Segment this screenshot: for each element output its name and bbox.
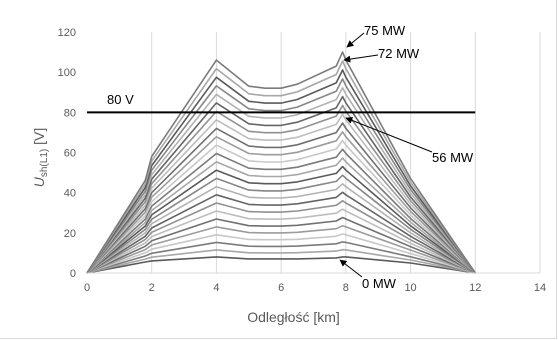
x-tick-label: 4 [213, 282, 219, 294]
annotation-arrow [339, 259, 363, 278]
series-line-21 [86, 78, 476, 274]
x-tick-label: 12 [469, 282, 481, 294]
y-axis-title-main: U [31, 176, 47, 187]
annotation-label: 75 MW [364, 23, 406, 38]
series-line-2 [86, 241, 476, 274]
series-line-22 [86, 69, 476, 274]
series-line-23 [86, 60, 476, 274]
y-axis-title-sub: sh(L1) [39, 149, 50, 177]
y-axis-title-unit: [V] [31, 128, 47, 149]
x-tick-label: 2 [149, 282, 155, 294]
series-line-3 [86, 233, 476, 274]
y-tick-label: 20 [64, 228, 76, 240]
series-line-14 [86, 139, 476, 274]
y-tick-label: 80 [64, 107, 76, 119]
annotation-label: 72 MW [378, 46, 420, 61]
annotation-label: 0 MW [362, 276, 397, 291]
series-line-16 [86, 122, 476, 274]
x-tick-label: 8 [343, 282, 349, 294]
x-tick-labels: 0 2 4 6 8 10 12 14 [84, 282, 546, 294]
threshold-label: 80 V [107, 92, 134, 107]
series-lines [86, 51, 476, 274]
series-line-6 [86, 208, 476, 274]
x-tick-label: 6 [278, 282, 284, 294]
series-line-10 [86, 174, 476, 274]
y-axis-title: Ush(L1) [V] [31, 128, 50, 188]
y-tick-label: 0 [70, 268, 76, 280]
series-line-7 [86, 200, 476, 274]
series-line-13 [86, 148, 476, 274]
series-line-11 [86, 165, 476, 274]
y-tick-label: 60 [64, 148, 76, 160]
series-line-8 [86, 191, 476, 274]
annotations: 75 MW 72 MW 56 MW 0 MW [339, 23, 474, 291]
x-tick-label: 10 [404, 282, 416, 294]
series-line-15 [86, 131, 476, 274]
series-line-19 [86, 95, 476, 274]
x-tick-label: 14 [534, 282, 546, 294]
y-tick-labels: 0 20 40 60 80 100 120 [58, 27, 76, 280]
series-line-9 [86, 183, 476, 274]
x-axis-title: Odległość [km] [247, 309, 340, 325]
x-tick-label: 0 [84, 282, 90, 294]
series-line-20 [86, 87, 476, 274]
grid-lines [151, 32, 541, 273]
annotation-label: 56 MW [432, 150, 474, 165]
series-line-4 [86, 224, 476, 274]
annotation-arrow [345, 117, 433, 153]
y-tick-label: 40 [64, 188, 76, 200]
series-line-5 [86, 216, 476, 274]
series-line-0 [86, 256, 476, 274]
annotation-arrow [346, 32, 365, 48]
y-tick-label: 120 [58, 27, 76, 39]
annotation-arrow [343, 54, 379, 63]
y-tick-label: 100 [58, 67, 76, 79]
series-line-1 [86, 248, 476, 274]
series-line-12 [86, 157, 476, 274]
